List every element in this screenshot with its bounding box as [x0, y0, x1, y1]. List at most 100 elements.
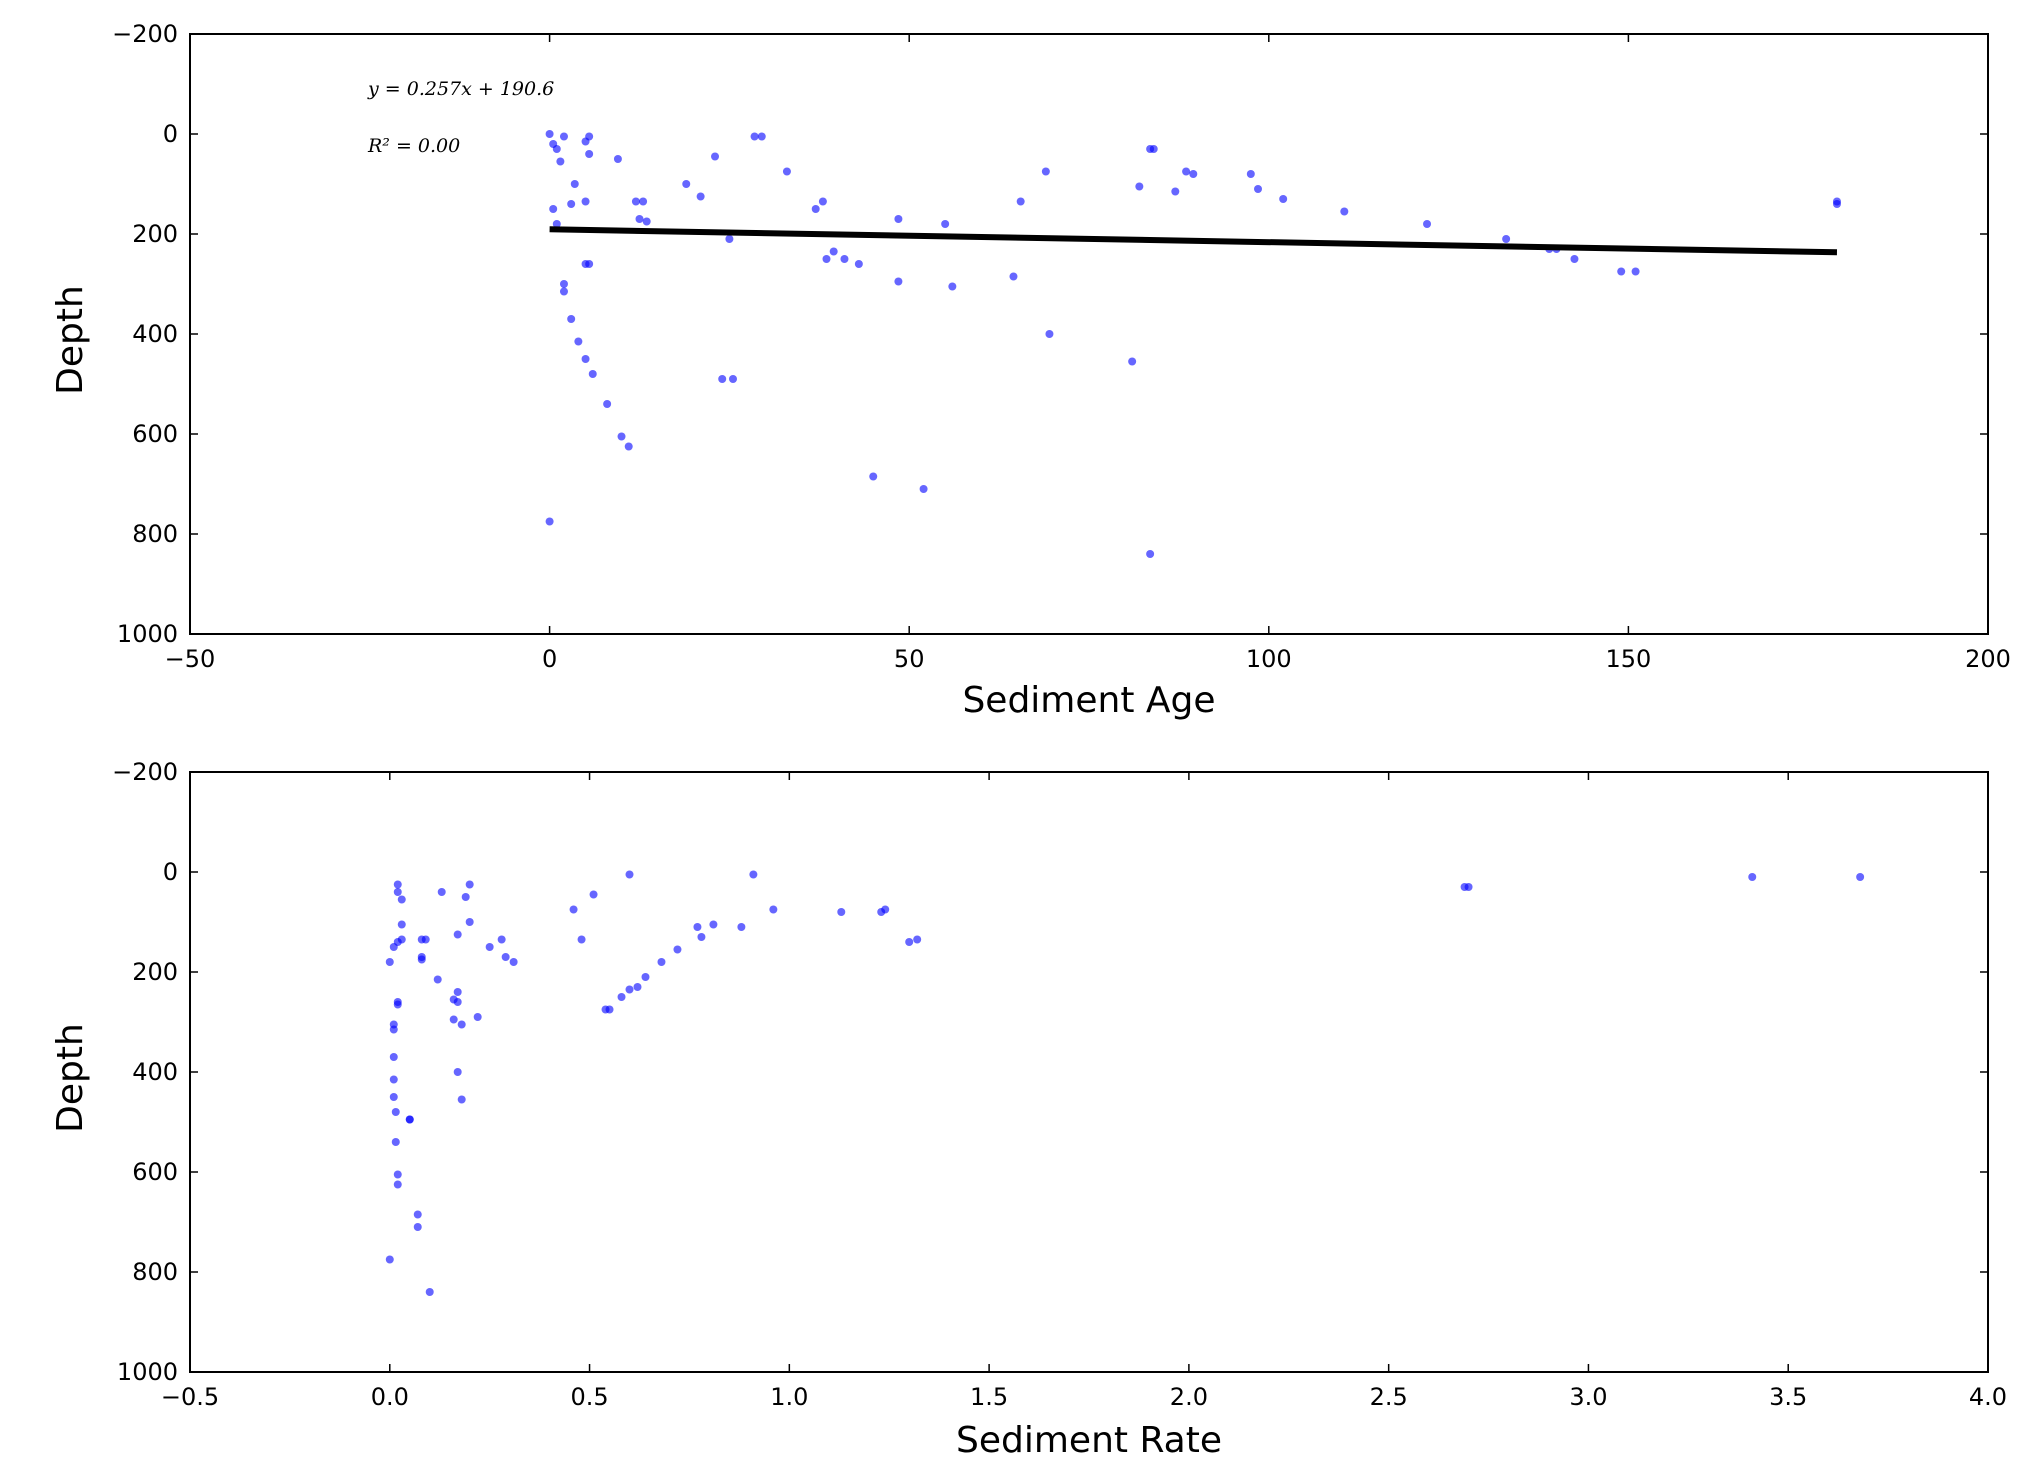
data-point	[1617, 267, 1626, 276]
data-point	[642, 217, 651, 226]
data-point	[556, 157, 565, 166]
data-point	[617, 432, 626, 441]
data-point	[453, 1068, 462, 1076]
data-point	[905, 938, 914, 946]
y-tick-label: 600	[132, 420, 178, 448]
fit-equation: y = 0.257x + 190.6	[367, 78, 554, 100]
data-point	[393, 880, 402, 889]
data-point	[391, 1138, 400, 1146]
x-axis-ticks: −50 0 50 100 150 200	[165, 34, 2011, 673]
data-point	[1016, 197, 1025, 206]
data-point	[581, 355, 590, 363]
data-point	[389, 1053, 398, 1061]
data-point	[453, 930, 462, 939]
data-point	[1171, 187, 1180, 196]
data-point	[393, 1180, 402, 1189]
data-point	[854, 260, 863, 268]
regression-line	[549, 226, 1838, 256]
data-point	[465, 918, 474, 926]
data-point	[389, 1075, 398, 1084]
data-point	[822, 255, 831, 263]
data-point	[449, 1015, 458, 1024]
data-point	[1464, 883, 1473, 891]
data-point	[1832, 200, 1841, 208]
data-point	[389, 1025, 398, 1034]
y-tick-label: 400	[132, 1058, 178, 1086]
data-point	[718, 375, 727, 383]
data-point	[1254, 185, 1263, 193]
data-point	[549, 205, 558, 213]
data-point	[894, 215, 903, 223]
data-point	[696, 192, 705, 201]
data-point	[631, 197, 640, 206]
data-point	[697, 933, 706, 941]
data-point	[941, 220, 950, 228]
data-point	[1146, 550, 1155, 558]
data-point	[589, 890, 598, 899]
data-point	[393, 1170, 402, 1179]
data-point	[881, 905, 890, 914]
data-point	[437, 888, 446, 896]
data-point	[737, 923, 746, 931]
y-axis-label: Depth	[50, 285, 91, 395]
data-point	[711, 152, 720, 161]
data-point	[682, 180, 691, 188]
data-point	[1045, 330, 1054, 338]
r-squared-label: R² = 0.00	[367, 135, 460, 157]
data-points	[545, 130, 1841, 558]
data-point	[569, 905, 578, 914]
data-point	[894, 277, 903, 286]
data-point	[782, 167, 791, 176]
data-point	[617, 993, 626, 1001]
data-point	[473, 1013, 482, 1021]
data-point	[913, 935, 922, 944]
data-point	[509, 958, 518, 966]
data-point	[417, 955, 426, 964]
data-point	[1631, 267, 1640, 276]
data-point	[869, 472, 878, 481]
data-point	[393, 888, 402, 896]
data-point	[567, 200, 576, 208]
y-tick-label: −200	[112, 758, 178, 786]
data-point	[581, 197, 590, 206]
data-point	[421, 935, 430, 944]
data-point	[1340, 207, 1349, 216]
x-tick-label: −50	[165, 645, 216, 673]
data-point	[728, 375, 737, 383]
data-point	[567, 315, 576, 323]
data-point	[585, 150, 594, 158]
data-point	[457, 1020, 466, 1029]
x-tick-label: 100	[1246, 645, 1292, 673]
data-point	[385, 958, 394, 966]
y-tick-label: 200	[132, 958, 178, 986]
data-point	[709, 920, 718, 929]
data-point	[769, 905, 778, 914]
data-point	[1570, 255, 1579, 263]
data-point	[1128, 357, 1137, 366]
data-point	[818, 197, 827, 206]
data-point	[725, 235, 734, 243]
y-tick-label: 0	[163, 858, 178, 886]
data-point	[413, 1210, 422, 1219]
data-point	[1182, 167, 1191, 176]
data-point	[433, 975, 442, 984]
y-axis-label: Depth	[50, 1023, 91, 1133]
data-point	[757, 132, 766, 141]
data-point	[425, 1288, 434, 1296]
data-point	[750, 132, 759, 141]
y-tick-label: 0	[163, 120, 178, 148]
x-axis-label: Sediment Age	[962, 680, 1215, 721]
y-tick-label: 800	[132, 1258, 178, 1286]
data-point	[552, 220, 561, 228]
data-point	[625, 985, 634, 994]
data-point	[693, 923, 702, 931]
data-point	[1149, 145, 1158, 153]
y-tick-label: −200	[112, 20, 178, 48]
rate-depth-panel: −0.5 0.0 0.5 1.0 1.5 2.0 2.5 3.0 3.5 4.0 −200 0 200…	[50, 758, 2007, 1461]
data-point	[919, 485, 928, 493]
data-point	[635, 215, 644, 223]
data-point	[1009, 272, 1018, 281]
data-point	[574, 337, 583, 346]
y-tick-label: 1000	[117, 1358, 178, 1386]
